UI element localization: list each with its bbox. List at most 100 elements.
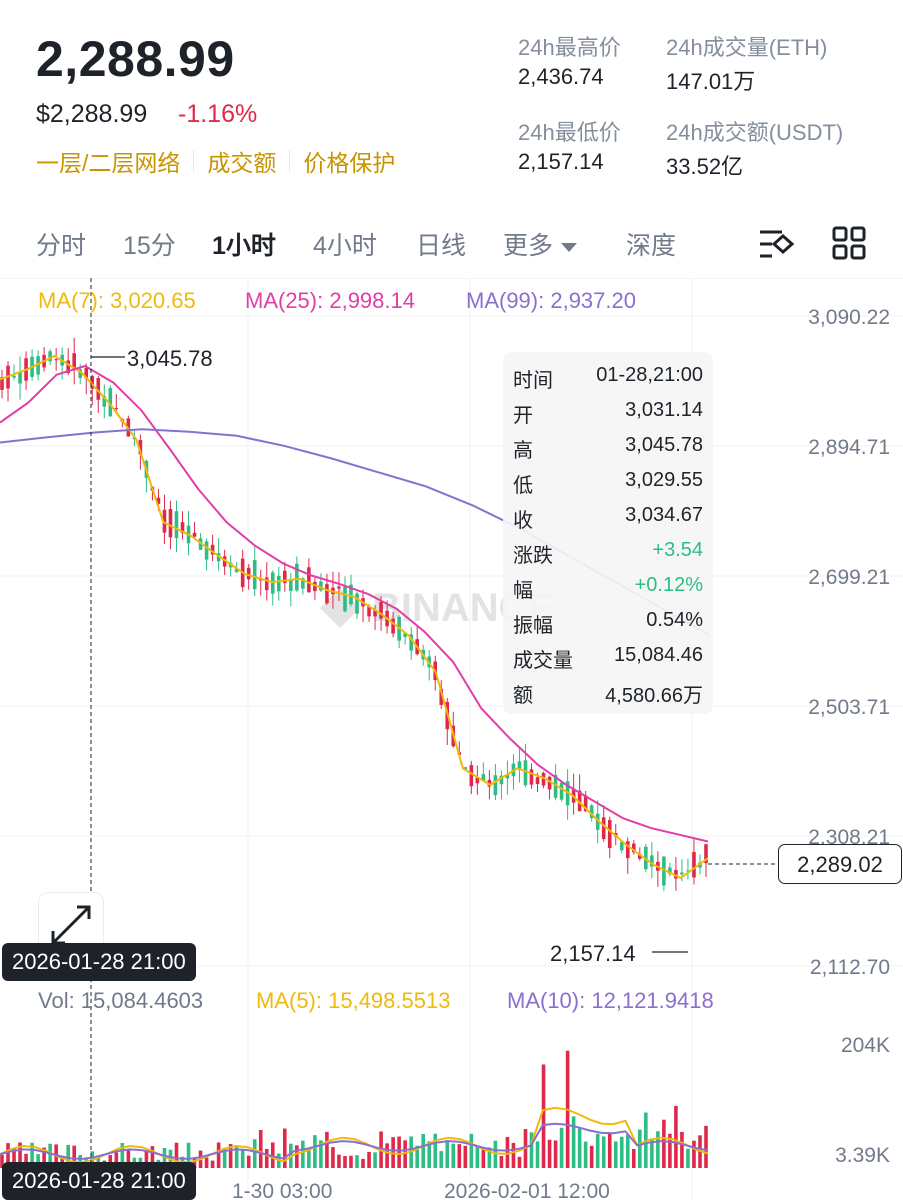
candle-body: [607, 820, 612, 849]
volume-bar: [692, 1140, 696, 1168]
volume-bar: [0, 1154, 4, 1168]
volume-bar: [283, 1128, 287, 1168]
high-value: 2,436.74: [518, 64, 604, 89]
volume-bar: [451, 1143, 456, 1168]
candle-tooltip: 时间 01-28,21:00 开 3,031.14 高 3,045.78 低 3,029…: [503, 352, 713, 714]
tooltip-key: 开: [513, 405, 533, 427]
volume-bar: [433, 1133, 438, 1168]
tab-1h[interactable]: 1小时: [212, 232, 276, 260]
volume-bar: [439, 1151, 444, 1168]
high-label: 24h最高价: [518, 35, 621, 60]
tab-4h[interactable]: 4小时: [313, 232, 377, 260]
volume-bar: [638, 1129, 642, 1168]
volume-bar: [704, 1125, 708, 1168]
candle-body: [54, 359, 58, 361]
candle-body: [487, 779, 492, 787]
volume-bar: [625, 1134, 630, 1168]
volume-bar: [210, 1160, 215, 1168]
y-tick-label: 2,503.71: [808, 696, 890, 719]
tooltip-value: 3,029.55: [625, 469, 703, 491]
candle-body: [78, 369, 83, 379]
candle-body: [355, 593, 359, 614]
candle-body: [307, 567, 311, 593]
vol-ma10-line: [0, 1122, 709, 1160]
tooltip-key: 涨跌: [513, 545, 553, 567]
tooltip-value: 15,084.46: [614, 644, 703, 666]
candle-body: [583, 795, 588, 812]
volume-bar: [529, 1132, 534, 1168]
candle-body: [469, 765, 474, 787]
volume-bar: [325, 1131, 329, 1168]
candle-body: [391, 618, 395, 634]
tab-depth[interactable]: 深度: [626, 232, 677, 260]
candle-body: [493, 775, 498, 796]
volume-bar: [66, 1144, 70, 1168]
volume-bar: [355, 1155, 359, 1168]
tooltip-value: 0.54%: [646, 609, 703, 631]
volume-bar: [108, 1155, 113, 1168]
tag-link-price-protection[interactable]: 价格保护: [303, 150, 396, 176]
volume-bar: [270, 1142, 275, 1168]
candle-body: [204, 541, 209, 560]
volume-bar: [12, 1148, 16, 1168]
volume-bar: [601, 1136, 606, 1168]
volume-bar: [120, 1142, 125, 1168]
volume-bar: [234, 1145, 239, 1168]
candle-body: [174, 511, 179, 539]
tooltip-value: 01-28,21:00: [596, 364, 703, 386]
tab-more[interactable]: 更多: [503, 226, 578, 262]
candle-body: [168, 509, 173, 538]
volume-bar: [319, 1140, 323, 1168]
volume-bar: [571, 1116, 576, 1168]
volume-bar: [385, 1143, 389, 1168]
candle-body: [499, 775, 504, 785]
candle-body: [66, 360, 70, 374]
vol-usdt-value: 33.52亿: [666, 154, 744, 179]
candle-body: [692, 852, 696, 878]
candle-body: [662, 856, 666, 886]
volume-bar: [547, 1139, 552, 1168]
volume-bar: [403, 1140, 407, 1168]
candle-body: [283, 570, 287, 584]
volume-bar: [511, 1142, 516, 1168]
candle-body: [517, 761, 522, 771]
candle-body: [349, 584, 353, 605]
vol-tick-bottom: 3.39K: [835, 1144, 890, 1167]
volume-bar: [18, 1142, 22, 1168]
candle-body: [704, 844, 708, 864]
volume-bar: [174, 1142, 179, 1168]
volume-bar: [36, 1154, 40, 1168]
candle-body: [301, 578, 305, 589]
tag-link-volume[interactable]: 成交额: [207, 150, 277, 176]
indicator-settings-icon[interactable]: [758, 228, 794, 260]
tooltip-row: 高 3,045.78: [513, 434, 703, 463]
crosshair-time-label-bottom: 2026-01-28 21:00: [2, 1162, 196, 1200]
price-chart[interactable]: BINANCE 3,045.78 2,157.14 3,090.222,894.…: [0, 278, 903, 1200]
volume-bar: [656, 1131, 660, 1168]
tab-15m[interactable]: 15分: [123, 232, 176, 260]
tab-1d[interactable]: 日线: [416, 232, 467, 260]
volume-bar: [668, 1133, 672, 1168]
tag-links: 一层/二层网络 成交额 价格保护: [36, 144, 395, 178]
volume-bar: [349, 1155, 353, 1168]
layout-grid-icon[interactable]: [832, 226, 866, 260]
vol-eth-label: 24h成交量(ETH): [666, 35, 828, 60]
x-tick-1: 1-30 03:00: [232, 1180, 332, 1200]
tag-link-layer[interactable]: 一层/二层网络: [36, 150, 181, 176]
tab-time[interactable]: 分时: [36, 232, 87, 260]
candle-body: [102, 396, 107, 407]
candle-body: [162, 509, 167, 533]
tooltip-value: +0.12%: [634, 574, 703, 596]
tab-more-label: 更多: [503, 232, 554, 260]
tooltip-key: 振幅: [513, 615, 553, 637]
tooltip-value: 3,045.78: [625, 434, 703, 456]
volume-bar: [295, 1145, 299, 1168]
volume-bar: [313, 1135, 317, 1168]
candle-body: [192, 532, 197, 537]
volume-bar: [481, 1149, 486, 1168]
candle-body: [114, 408, 119, 410]
volume-bar: [541, 1064, 546, 1168]
candle-body: [373, 610, 377, 617]
candle-body: [12, 375, 16, 378]
candle-body: [505, 774, 510, 779]
